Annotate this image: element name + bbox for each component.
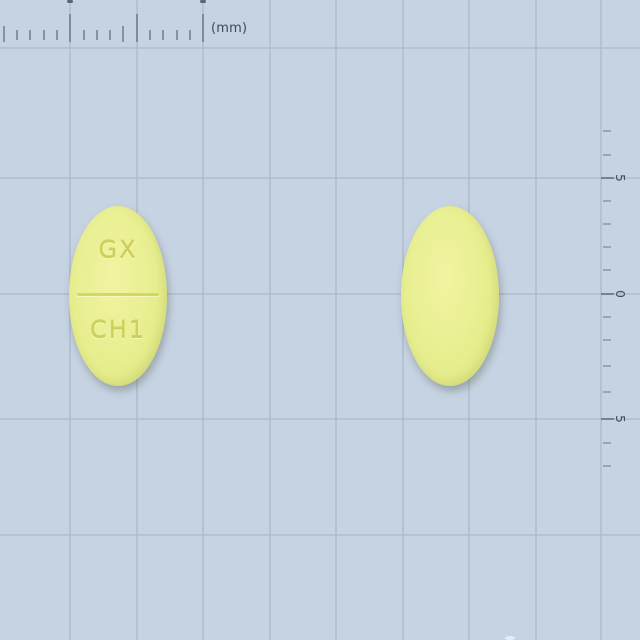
vertical-ruler-label-top: 5 <box>613 174 627 182</box>
tablet-back-plain <box>401 206 499 386</box>
vertical-ruler-label-bottom: 5 <box>613 415 627 423</box>
top-ruler-number-fragments <box>67 0 206 3</box>
top-ruler-ticks <box>3 14 204 42</box>
right-ruler-minor-ticks <box>603 130 611 467</box>
vertical-ruler-label-middle: 0 <box>613 290 627 298</box>
tablet-score-line <box>77 293 159 296</box>
ruler-unit-label: (mm) <box>211 21 248 36</box>
tablet-front-imprinted: GX CH1 <box>69 206 167 386</box>
tablet-imprint-top: GX <box>98 236 138 264</box>
right-ruler-ticks <box>601 177 614 420</box>
tablet-imprint-bottom: CH1 <box>89 316 147 344</box>
speck <box>505 636 515 640</box>
